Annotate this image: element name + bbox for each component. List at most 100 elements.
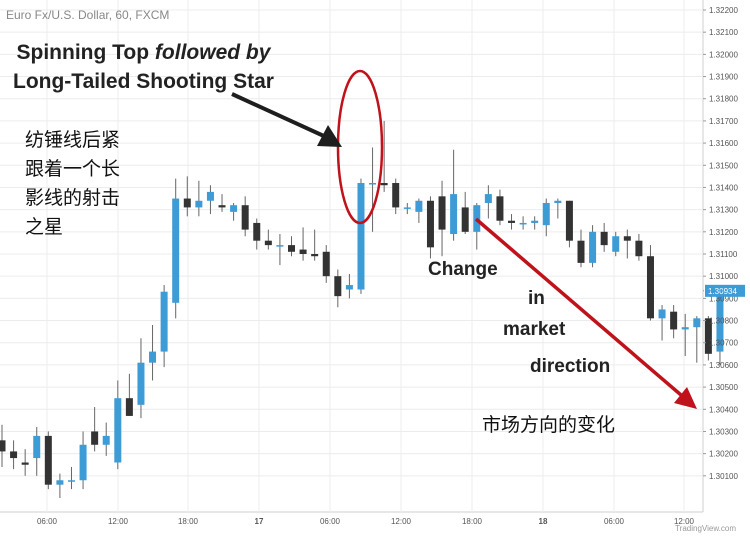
candle bbox=[172, 178, 180, 319]
candle bbox=[565, 200, 573, 248]
pattern-annotation: Spinning Top followed by Long-Tailed Sho… bbox=[13, 38, 274, 96]
price-tick-label: 1.30700 bbox=[709, 339, 738, 348]
trend-arrow-head bbox=[674, 387, 697, 409]
candle bbox=[496, 189, 504, 226]
candle-body bbox=[172, 198, 180, 303]
candle-body bbox=[276, 245, 284, 247]
candle-body bbox=[311, 254, 319, 257]
candle-body bbox=[44, 435, 52, 485]
candle-body bbox=[438, 196, 446, 230]
candle-body bbox=[531, 220, 539, 223]
candle bbox=[67, 466, 75, 490]
last-price-label: 1.30934 bbox=[708, 287, 737, 296]
chart-title: Euro Fx/U.S. Dollar, 60, FXCM bbox=[6, 8, 170, 22]
price-tick-label: 1.31900 bbox=[709, 73, 738, 82]
price-tick-label: 1.31600 bbox=[709, 139, 738, 148]
candle bbox=[438, 180, 446, 257]
candle-body bbox=[33, 435, 41, 459]
price-tick-label: 1.30100 bbox=[709, 472, 738, 481]
candle-body bbox=[508, 220, 516, 223]
candle-body bbox=[183, 198, 191, 208]
candle-body bbox=[369, 183, 377, 185]
candle bbox=[612, 231, 620, 257]
candle-body bbox=[56, 480, 64, 485]
candle-body bbox=[102, 435, 110, 445]
price-tick-label: 1.30400 bbox=[709, 405, 738, 414]
time-axis: 06:00 12:00 18:00 17 06:00 12:00 18:00 18 06:00 1… bbox=[37, 517, 695, 526]
candle bbox=[253, 218, 261, 250]
annotation-spinning-top: Spinning Top bbox=[16, 41, 150, 64]
in-label: in bbox=[528, 288, 545, 309]
candle bbox=[415, 198, 423, 223]
candle bbox=[369, 147, 377, 232]
candle-body bbox=[612, 236, 620, 252]
price-tick-label: 1.31700 bbox=[709, 117, 738, 126]
time-tick-label: 06:00 bbox=[320, 517, 341, 526]
tradingview-watermark: TradingView.com bbox=[675, 524, 736, 533]
price-tick-label: 1.30600 bbox=[709, 361, 738, 370]
time-tick-label: 18 bbox=[539, 517, 548, 526]
candle bbox=[693, 316, 701, 363]
time-tick-label: 06:00 bbox=[37, 517, 58, 526]
candle-body bbox=[496, 196, 504, 221]
candle-body bbox=[461, 207, 469, 232]
candle-body bbox=[658, 309, 666, 319]
price-tick-label: 1.32200 bbox=[709, 6, 738, 15]
candle-body bbox=[450, 194, 458, 235]
direction-label: direction bbox=[530, 356, 611, 377]
candle bbox=[10, 440, 18, 470]
candle bbox=[241, 196, 249, 237]
price-tick-label: 1.30500 bbox=[709, 383, 738, 392]
price-tick-label: 1.31100 bbox=[709, 250, 738, 259]
candle-body bbox=[230, 205, 238, 212]
candle-body bbox=[67, 480, 75, 482]
candle-body bbox=[426, 200, 434, 248]
candles bbox=[0, 120, 724, 498]
candle bbox=[392, 178, 400, 215]
gridlines bbox=[0, 0, 704, 513]
pointer-arrow-shaft bbox=[231, 92, 327, 139]
candle-body bbox=[253, 222, 261, 241]
last-price-box bbox=[705, 284, 745, 297]
candle bbox=[484, 185, 492, 219]
candle-body bbox=[542, 202, 550, 226]
candle bbox=[183, 176, 191, 217]
candle-body bbox=[635, 240, 643, 257]
price-tick-label: 1.31200 bbox=[709, 228, 738, 237]
candle bbox=[426, 196, 434, 259]
candle-body bbox=[241, 205, 249, 230]
candle-body bbox=[21, 462, 29, 465]
chinese-annotation-right: 市场方向的变化 bbox=[482, 414, 616, 436]
price-tick-label: 1.30800 bbox=[709, 317, 738, 326]
candle-body bbox=[415, 200, 423, 212]
candle bbox=[0, 424, 6, 467]
candle-body bbox=[681, 327, 689, 330]
candle bbox=[195, 180, 203, 217]
candle bbox=[554, 198, 562, 219]
candle-body bbox=[600, 231, 608, 246]
candle-body bbox=[288, 245, 295, 252]
candle bbox=[670, 305, 678, 339]
chinese-left-line-1: 纺锤线后紧 bbox=[25, 129, 121, 151]
candle-body bbox=[623, 236, 631, 241]
candle-body bbox=[704, 318, 712, 354]
candle bbox=[102, 422, 110, 456]
candle-body bbox=[334, 276, 342, 297]
candle bbox=[704, 316, 712, 361]
candle bbox=[508, 214, 516, 230]
time-tick-label: 17 bbox=[255, 517, 264, 526]
price-tick-label: 1.30900 bbox=[709, 294, 738, 303]
annotation-shooting-star: Long-Tailed Shooting Star bbox=[13, 70, 274, 93]
trend-arrow-shaft bbox=[474, 217, 683, 397]
candle-body bbox=[125, 398, 133, 416]
candle-body bbox=[299, 249, 307, 254]
candle bbox=[635, 234, 643, 261]
candle bbox=[288, 236, 295, 257]
price-tick-label: 1.32100 bbox=[709, 28, 738, 37]
market-label: market bbox=[503, 319, 566, 340]
price-axis: 1.32200 1.32100 1.32000 1.31900 1.31800 1.317… bbox=[703, 6, 745, 481]
time-tick-label: 12:00 bbox=[391, 517, 412, 526]
candle-body bbox=[195, 200, 203, 208]
candle bbox=[646, 245, 654, 321]
